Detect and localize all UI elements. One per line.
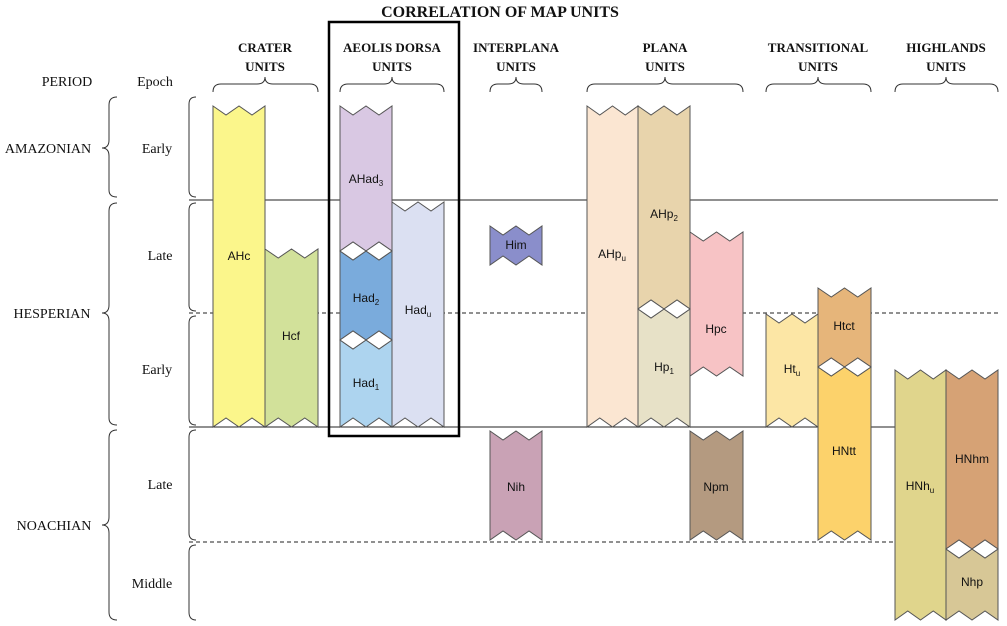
unit-boxes: AHc Hcf AHad3 Had2 Had1 Hadu Him Nih AHpu AHp2 Hp1…	[212, 105, 999, 621]
am-early-brace	[188, 96, 197, 198]
unit-label-HNtt: HNtt	[832, 444, 857, 458]
unit-label-HNhm: HNhm	[955, 452, 989, 466]
unit-box-Hadu	[391, 201, 445, 428]
contact-notch-1	[339, 330, 393, 350]
unit-box-Npm	[689, 430, 744, 541]
contact-notch-4	[945, 539, 999, 559]
unit-box-Hpc	[689, 231, 744, 377]
aeolis-brace	[339, 76, 445, 93]
plana-header-line2: UNITS	[645, 59, 685, 74]
unit-label-HNhu: HNhu	[906, 479, 934, 495]
period-braces	[101, 96, 118, 621]
epoch-hesperian-late: Late	[148, 249, 173, 264]
plana-header-line1: PLANA	[643, 40, 688, 55]
unit-label-Hpc: Hpc	[705, 322, 726, 336]
crater-brace	[212, 76, 319, 93]
unit-box-HNhu	[894, 369, 947, 621]
epoch-noachian-middle: Middle	[132, 577, 172, 592]
highlands-header-line1: HIGHLANDS	[906, 40, 985, 55]
aeolis-dorsa-box	[327, 20, 461, 438]
period-amazonian: AMAZONIAN	[5, 142, 91, 157]
unit-label-AHp2: AHp2	[650, 207, 678, 223]
highlands-brace	[894, 76, 999, 93]
transitional-header-line1: TRANSITIONAL	[768, 40, 869, 55]
epoch-amazonian-early: Early	[142, 142, 172, 157]
header-braces	[212, 76, 999, 93]
unit-box-Nih	[489, 430, 543, 541]
no-middle-brace	[188, 544, 197, 621]
unit-box-AHc	[212, 105, 266, 428]
period-header: PERIOD	[42, 75, 93, 90]
unit-label-Him: Him	[505, 238, 526, 252]
unit-box-Hcf	[264, 248, 319, 428]
period-hesperian: HESPERIAN	[13, 307, 90, 322]
he-late-brace	[188, 202, 197, 312]
unit-label-Hp1: Hp1	[654, 360, 674, 376]
epoch-header: Epoch	[137, 75, 173, 90]
unit-label-Nih: Nih	[507, 480, 525, 494]
chart-title: CORRELATION OF MAP UNITS	[381, 4, 619, 21]
unit-label-AHpu: AHpu	[598, 247, 626, 263]
contact-notch-0	[339, 241, 393, 261]
crater-header-line1: CRATER	[238, 40, 293, 55]
amazonian-brace	[101, 96, 118, 198]
crater-header-line2: UNITS	[245, 59, 285, 74]
unit-label-AHc: AHc	[228, 249, 251, 263]
unit-box-AHpu	[586, 105, 639, 428]
unit-label-Hcf: Hcf	[282, 329, 301, 343]
unit-label-AHad3: AHad3	[349, 172, 384, 188]
unit-label-Npm: Npm	[703, 480, 728, 494]
contact-notch-3	[817, 357, 872, 377]
epoch-braces	[188, 96, 197, 621]
period-noachian: NOACHIAN	[17, 519, 92, 534]
contact-notch-2	[637, 299, 691, 319]
aeolis-header-line2: UNITS	[372, 59, 412, 74]
unit-label-Had2: Had2	[353, 291, 380, 307]
interplana-brace	[489, 76, 543, 93]
aeolis-header-line1: AEOLIS DORSA	[343, 40, 441, 55]
unit-label-Had1: Had1	[353, 376, 380, 392]
no-late-brace	[188, 429, 197, 541]
epoch-hesperian-early: Early	[142, 363, 172, 378]
interplana-header-line2: UNITS	[496, 59, 536, 74]
unit-label-Nhp: Nhp	[961, 575, 983, 589]
he-early-brace	[188, 315, 197, 426]
epoch-noachian-late: Late	[148, 478, 173, 493]
highlands-header-line2: UNITS	[926, 59, 966, 74]
hesperian-brace	[101, 202, 118, 426]
noachian-brace	[101, 429, 118, 621]
interplana-header-line1: INTERPLANA	[473, 40, 560, 55]
unit-label-Htct: Htct	[833, 319, 855, 333]
transitional-brace	[765, 76, 872, 93]
plana-brace	[586, 76, 744, 93]
unit-box-Him	[489, 225, 543, 266]
transitional-header-line2: UNITS	[798, 59, 838, 74]
unit-label-Hadu: Hadu	[405, 303, 431, 319]
